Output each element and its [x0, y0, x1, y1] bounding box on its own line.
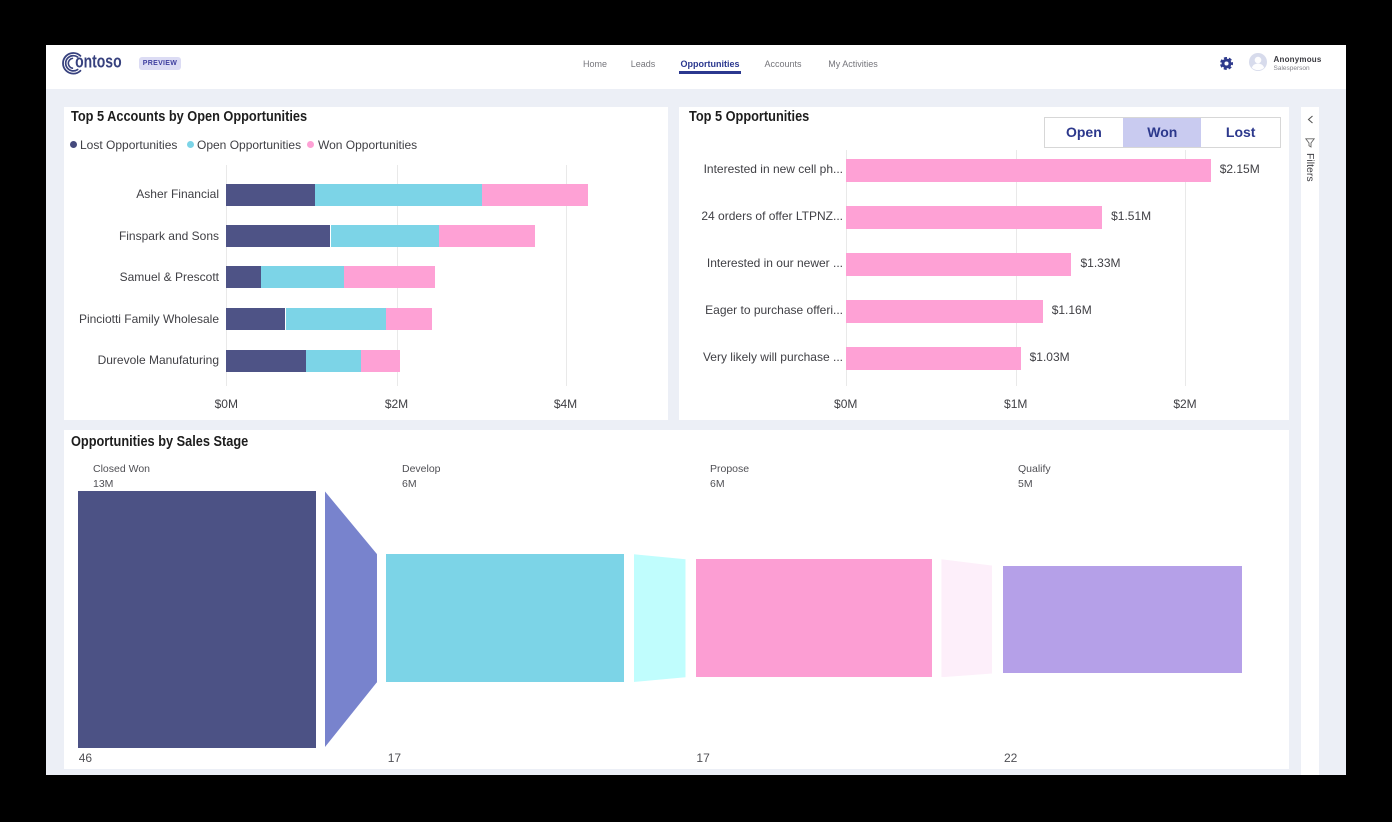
- svg-text:ontoso: ontoso: [75, 52, 122, 72]
